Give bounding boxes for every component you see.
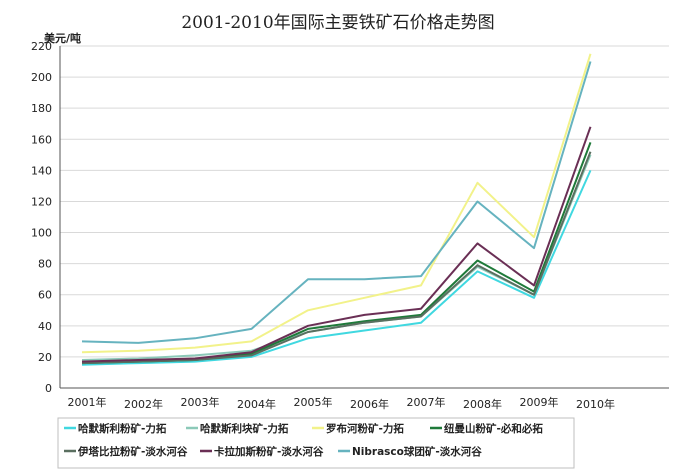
x-tick-10: 2010年	[576, 397, 615, 411]
y-tick-100: 100	[31, 227, 52, 240]
series-line-7	[81, 61, 592, 344]
y-tick-220: 220	[31, 40, 52, 53]
chart-title: 2001-2010年国际主要铁矿石价格走势图	[181, 13, 494, 33]
y-tick-200: 200	[31, 71, 52, 84]
x-axis-ticks: 2001年 2002年 2003年 2004年 2005年 2006年 2007年 2008年…	[68, 395, 616, 411]
y-axis-unit: 美元/吨	[44, 31, 81, 45]
x-tick-3: 2003年	[181, 395, 220, 409]
x-tick-7: 2007年	[407, 395, 446, 409]
y-axis-ticks: 0 20 40 60 80 100 120 140 160 180 200 220	[31, 40, 52, 395]
legend-box	[57, 417, 575, 469]
y-tick-180: 180	[31, 102, 52, 115]
x-tick-2: 2002年	[124, 397, 163, 411]
y-tick-40: 40	[38, 320, 52, 333]
legend-label-4: 纽曼山粉矿-必和必拓	[444, 422, 543, 435]
series-line-5	[81, 151, 592, 365]
legend-label-3: 罗布河粉矿-力拓	[326, 422, 404, 435]
series-lines	[81, 53, 592, 366]
legend: 哈默斯利粉矿-力拓 哈默斯利块矿-力拓 罗布河粉矿-力拓 纽曼山粉矿-必和必拓伊塔比拉…	[64, 422, 543, 458]
y-tick-80: 80	[38, 258, 52, 271]
series-line-6	[81, 126, 592, 363]
legend-label-7: Nibrasco球团矿-淡水河谷	[352, 445, 482, 458]
y-tick-140: 140	[31, 164, 52, 177]
x-tick-8: 2008年	[463, 397, 502, 411]
y-tick-160: 160	[31, 133, 52, 146]
legend-label-1: 哈默斯利粉矿-力拓	[78, 422, 167, 435]
x-tick-1: 2001年	[68, 395, 107, 409]
y-tick-20: 20	[38, 351, 52, 364]
series-line-3	[81, 53, 592, 354]
series-line-1	[81, 169, 592, 366]
x-tick-5: 2005年	[294, 395, 333, 409]
x-tick-6: 2006年	[350, 397, 389, 411]
legend-label-2: 哈默斯利块矿-力拓	[200, 422, 289, 435]
x-tick-4: 2004年	[237, 397, 276, 411]
legend-label-6: 卡拉加斯粉矿-淡水河谷	[214, 445, 324, 458]
y-tick-120: 120	[31, 195, 52, 208]
y-tick-60: 60	[38, 289, 52, 302]
legend-label-5: 伊塔比拉粉矿-淡水河谷	[77, 445, 188, 458]
y-tick-0: 0	[45, 382, 52, 395]
x-tick-9: 2009年	[520, 395, 559, 409]
